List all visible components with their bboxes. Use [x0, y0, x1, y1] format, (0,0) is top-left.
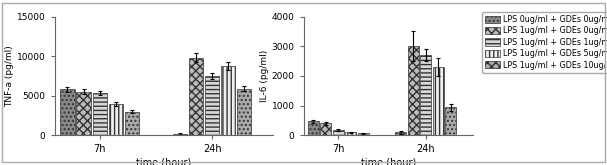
Bar [76, 92, 90, 135]
Bar [205, 76, 219, 135]
Bar [92, 93, 107, 135]
Bar [124, 112, 139, 135]
Bar [345, 132, 356, 135]
X-axis label: time (hour): time (hour) [136, 157, 192, 165]
Bar [221, 66, 236, 135]
Bar [358, 133, 369, 135]
Bar [408, 46, 419, 135]
Y-axis label: TNF-a (pg/ml): TNF-a (pg/ml) [5, 45, 14, 107]
Y-axis label: IL-6 (pg/ml): IL-6 (pg/ml) [260, 50, 269, 102]
Bar [333, 130, 344, 135]
Bar [433, 67, 444, 135]
Bar [308, 121, 319, 135]
Bar [446, 107, 456, 135]
Bar [421, 55, 432, 135]
Bar [109, 104, 123, 135]
X-axis label: time (hour): time (hour) [361, 157, 416, 165]
Legend: LPS 0ug/ml + GDEs 0ug/ml, LPS 1ug/ml + GDEs 0ug/ml, LPS 1ug/ml + GDEs 1ug/ml, LP: LPS 0ug/ml + GDEs 0ug/ml, LPS 1ug/ml + G… [482, 12, 607, 73]
Bar [320, 123, 331, 135]
Bar [189, 58, 203, 135]
Bar [173, 134, 187, 135]
Bar [61, 89, 75, 135]
Bar [237, 89, 251, 135]
Bar [396, 132, 407, 135]
